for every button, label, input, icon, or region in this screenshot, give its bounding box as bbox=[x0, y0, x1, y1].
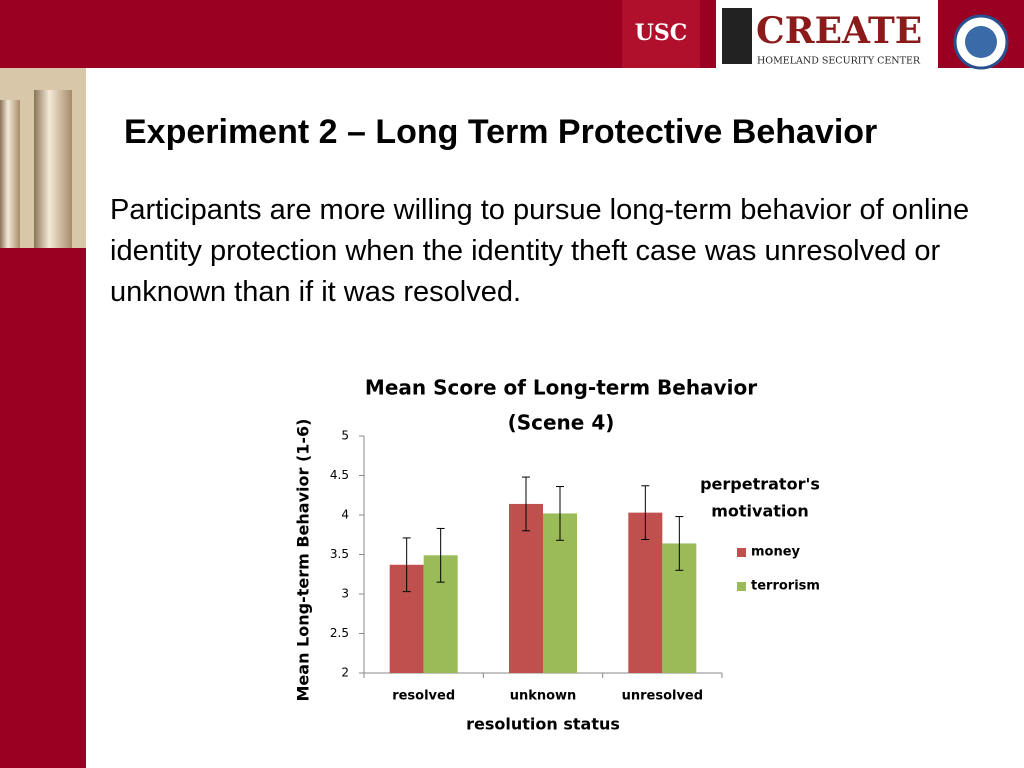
slide-text: Participants are more willing to pursue … bbox=[110, 194, 970, 308]
error-bar bbox=[641, 485, 650, 540]
column bbox=[34, 90, 72, 248]
create-subtext: HOMELAND SECURITY CENTER bbox=[757, 56, 921, 67]
y-tick-label: 2 bbox=[341, 666, 349, 680]
legend-title: motivation bbox=[711, 502, 809, 521]
column bbox=[0, 100, 20, 248]
chart-title: (Scene 4) bbox=[508, 411, 615, 435]
seal-inner bbox=[965, 26, 997, 58]
legend-swatch bbox=[737, 548, 746, 557]
usc-logo bbox=[622, 0, 700, 68]
bar bbox=[509, 503, 543, 673]
usc-text: USC bbox=[635, 20, 688, 46]
x-tick-label: resolved bbox=[392, 689, 455, 704]
x-axis-label: resolution status bbox=[466, 715, 620, 734]
error-bar bbox=[522, 476, 530, 532]
error-bar bbox=[436, 527, 445, 583]
x-tick-label: unknown bbox=[510, 689, 577, 704]
legend-swatch bbox=[737, 582, 746, 591]
x-tick-label: unresolved bbox=[622, 689, 703, 704]
error-bar bbox=[556, 486, 564, 541]
y-tick-label: 3.5 bbox=[330, 547, 349, 561]
legend-title: perpetrator's bbox=[700, 475, 820, 494]
y-tick-label: 2.5 bbox=[330, 626, 349, 640]
legend-label: terrorism bbox=[751, 579, 820, 594]
legend-label: money bbox=[751, 545, 801, 560]
create-icon bbox=[722, 8, 752, 64]
slide-title: Experiment 2 – Long Term Protective Beha… bbox=[124, 113, 878, 151]
error-bar bbox=[675, 516, 684, 571]
chart-title: Mean Score of Long-term Behavior bbox=[365, 376, 757, 400]
y-axis-label: Mean Long-term Behavior (1-6) bbox=[294, 419, 313, 702]
y-tick-label: 3 bbox=[341, 587, 349, 601]
y-tick-label: 5 bbox=[341, 429, 349, 443]
create-logo bbox=[716, 0, 938, 76]
y-tick-label: 4 bbox=[341, 508, 349, 522]
y-tick-label: 4.5 bbox=[330, 468, 349, 482]
create-text: CREATE bbox=[756, 10, 922, 52]
error-bar bbox=[402, 537, 411, 593]
